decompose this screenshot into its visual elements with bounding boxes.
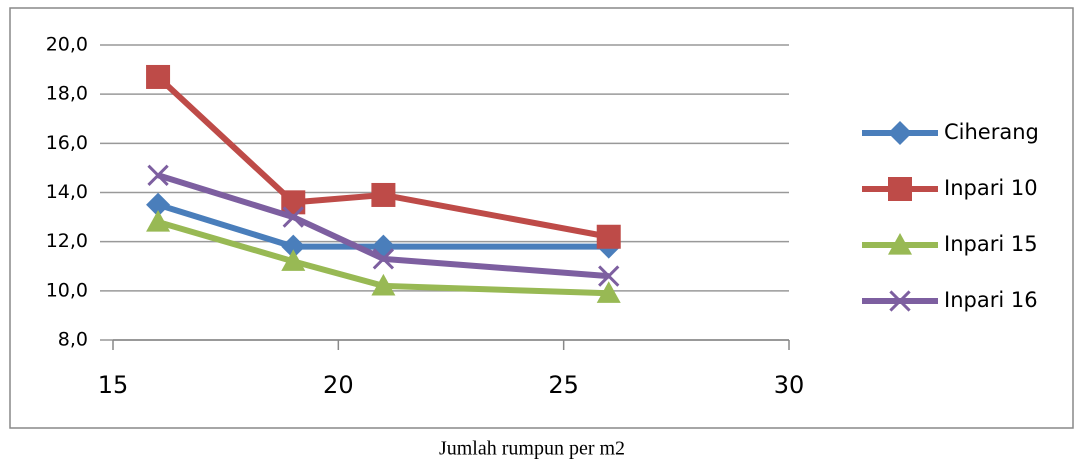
series-line [157, 219, 609, 297]
y-tick-label: 8,0 [58, 329, 88, 351]
marker [146, 64, 171, 89]
marker [596, 224, 621, 249]
marker [372, 248, 395, 270]
y-tick-label: 14,0 [46, 181, 88, 203]
legend-label: Inpari 10 [944, 176, 1038, 200]
marker [598, 265, 620, 287]
x-tick-label: 20 [323, 371, 354, 399]
x-axis-label: Jumlah rumpun per m2 [439, 438, 625, 460]
marker [371, 273, 396, 296]
legend-marker [889, 290, 911, 312]
legend-label: Ciherang [944, 120, 1039, 144]
series-line [156, 74, 610, 240]
y-tick-label: 12,0 [46, 230, 88, 252]
x-tick-label: 15 [98, 371, 129, 399]
series-line [157, 201, 609, 250]
series-line [157, 172, 609, 280]
marker [146, 210, 171, 232]
x-tick-label: 30 [774, 371, 805, 399]
y-tick-label: 16,0 [46, 132, 88, 154]
y-tick-label: 10,0 [46, 279, 88, 301]
chart-frame [9, 7, 1074, 429]
marker [371, 182, 396, 207]
y-tick-label: 20,0 [46, 34, 88, 56]
marker [281, 234, 306, 259]
marker [147, 164, 169, 186]
marker [596, 281, 621, 303]
legend-label: Inpari 16 [944, 288, 1038, 312]
marker [282, 206, 304, 228]
marker [146, 192, 171, 217]
marker [281, 249, 306, 271]
x-tick-label: 25 [548, 371, 579, 399]
y-tick-label: 18,0 [46, 83, 88, 105]
marker [371, 234, 396, 259]
legend-marker [888, 177, 912, 201]
legend-marker [888, 121, 912, 145]
legend-marker [888, 233, 912, 255]
legend-label: Inpari 15 [944, 232, 1038, 256]
